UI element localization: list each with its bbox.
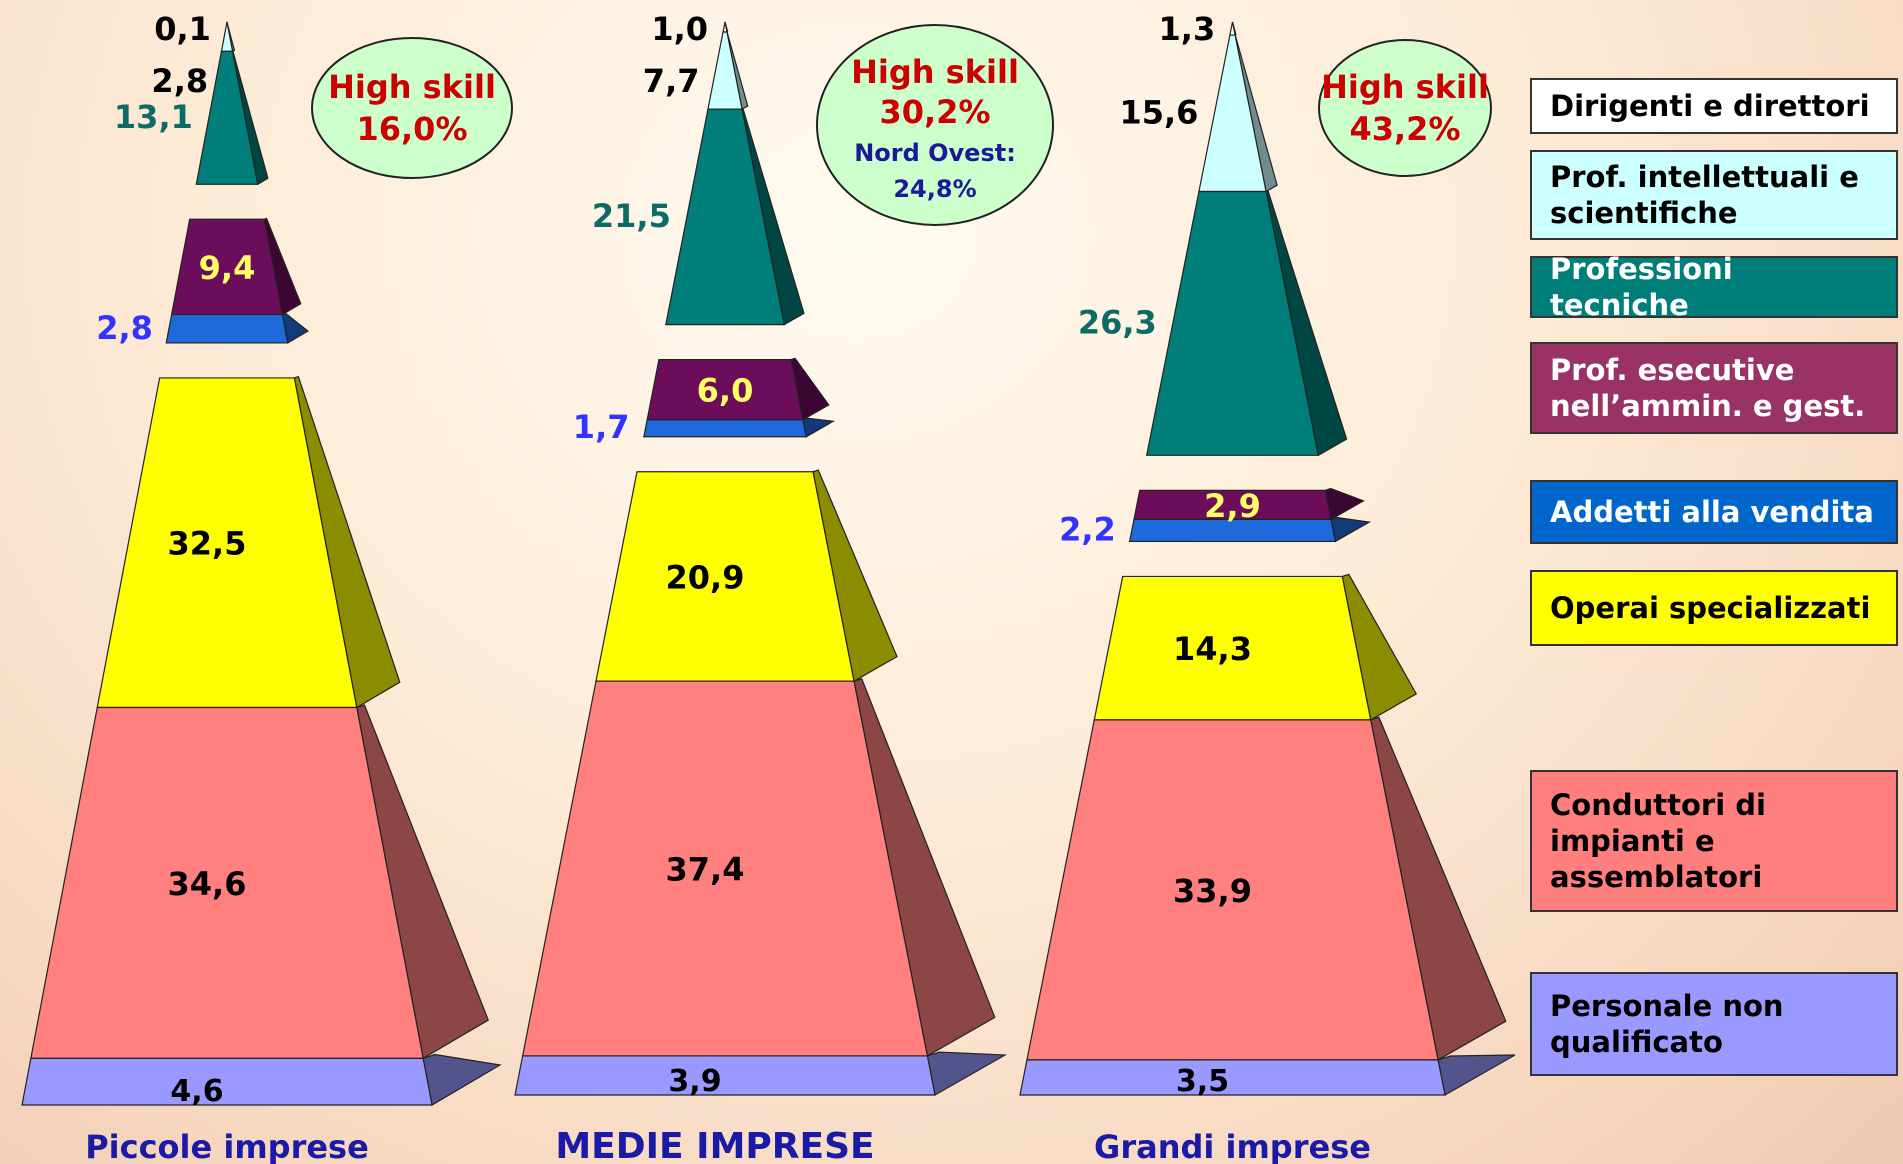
legend-label-line: Prof. intellettuali e: [1550, 160, 1859, 194]
value-label: 26,3: [1078, 303, 1157, 341]
high-skill-callout: [1318, 39, 1492, 177]
legend-label: Prof. esecutive nell’ammin. e gest.: [1550, 352, 1865, 424]
band-addetti-alla-vendita: [1128, 518, 1337, 543]
legend-label: Prof. intellettuali e scientifiche: [1550, 159, 1859, 231]
value-label: 3,5: [1176, 1064, 1229, 1099]
band-professioni-tecniche: [665, 108, 785, 326]
legend-label: Personale non qualificato: [1550, 988, 1784, 1060]
legend-label-line: impianti e: [1550, 824, 1715, 858]
legend-label: Dirigenti e direttori: [1550, 88, 1870, 124]
value-label: 4,6: [170, 1074, 223, 1109]
legend-label-line: Professioni tecniche: [1550, 252, 1733, 322]
legend-label-line: Conduttori di: [1550, 788, 1766, 822]
callout-title: High skill: [328, 68, 496, 106]
band-dirigenti-e-direttori: [722, 21, 728, 33]
legend-item: Professioni tecniche: [1530, 252, 1898, 322]
band-personale-non-qualificato: [514, 1055, 936, 1096]
legend-label-line: Personale non: [1550, 989, 1784, 1023]
legend-label-line: Dirigenti e direttori: [1550, 89, 1870, 123]
legend-label-line: qualificato: [1550, 1025, 1723, 1059]
legend-item: Personale non qualificato: [1530, 972, 1898, 1076]
value-label: 2,9: [1204, 487, 1261, 525]
value-label: 2,2: [1059, 510, 1116, 548]
pyramid-title: Grandi imprese: [1094, 1128, 1371, 1164]
band-addetti-alla-vendita: [165, 313, 289, 344]
band-side-personale-non-qualificato: [1437, 1054, 1516, 1096]
legend-label-line: nell’ammin. e gest.: [1550, 389, 1866, 423]
value-label: 21,5: [592, 197, 671, 235]
band-personale-non-qualificato: [1019, 1059, 1446, 1096]
pyramid-title: MEDIE IMPRESE: [555, 1126, 874, 1164]
value-label: 37,4: [666, 851, 745, 889]
high-skill-callout: [816, 24, 1054, 226]
value-label: 13,1: [114, 98, 193, 136]
band-side-personale-non-qualificato: [926, 1051, 1008, 1096]
value-label: 33,9: [1173, 872, 1252, 910]
band-side-addetti-alla-vendita: [802, 417, 836, 438]
pyramid-title: Piccole imprese: [85, 1128, 369, 1164]
value-label: 1,0: [651, 10, 708, 48]
callout-value: 16,0%: [356, 110, 467, 148]
value-label: 7,7: [643, 62, 700, 100]
band-side-prof-esecutive-nell-ammin-e-gest-: [1324, 487, 1365, 521]
legend-label-line: Operai specializzati: [1550, 591, 1871, 625]
value-label: 32,5: [168, 525, 247, 563]
legend-label: Professioni tecniche: [1550, 251, 1878, 323]
value-label: 15,6: [1119, 93, 1198, 131]
callout-note-label: Nord Ovest:: [854, 139, 1016, 167]
callout-value: 30,2%: [879, 93, 990, 131]
value-label: 0,1: [154, 10, 211, 48]
legend-label-line: Addetti alla vendita: [1550, 495, 1874, 529]
high-skill-callout: [311, 37, 513, 179]
value-label: 20,9: [666, 558, 745, 596]
value-label: 6,0: [697, 372, 754, 410]
pyramid-3: 1,3 15,6 26,3 2,9 2,2 14,3 33,9 3,5 Grandi impre…: [1019, 10, 1516, 1164]
value-label: 1,7: [573, 408, 630, 446]
legend-label-line: assemblatori: [1550, 860, 1763, 894]
band-side-addetti-alla-vendita: [1330, 516, 1372, 543]
legend-item: Prof. esecutive nell’ammin. e gest.: [1530, 342, 1898, 434]
legend-label-line: scientifiche: [1550, 196, 1738, 230]
callout-note-value: 24,8%: [893, 175, 976, 203]
value-label: 3,9: [668, 1064, 721, 1099]
legend-label: Conduttori di impianti e assemblatori: [1550, 787, 1766, 895]
legend-item: Prof. intellettuali e scientifiche: [1530, 150, 1898, 240]
value-label: 2,8: [96, 309, 153, 347]
band-addetti-alla-vendita: [643, 419, 807, 438]
callout-title: High skill: [1321, 68, 1489, 106]
callout-title: High skill: [851, 53, 1019, 91]
legend-item: Operai specializzati: [1530, 570, 1898, 646]
legend-label-line: Prof. esecutive: [1550, 353, 1795, 387]
value-label: 2,8: [151, 62, 208, 100]
band-dirigenti-e-direttori: [1229, 21, 1236, 36]
legend-item: Addetti alla vendita: [1530, 480, 1898, 544]
callout-value: 43,2%: [1349, 110, 1460, 148]
pyramid-2: 1,0 7,7 21,5 6,0 1,7 20,9 37,4 3,9 MEDIE IMPRESE…: [514, 10, 1054, 1164]
value-label: 1,3: [1159, 10, 1216, 48]
legend-item: Conduttori di impianti e assemblatori: [1530, 770, 1898, 912]
legend-item: Dirigenti e direttori: [1530, 78, 1898, 134]
band-professioni-tecniche: [195, 50, 259, 185]
band-personale-non-qualificato: [21, 1057, 433, 1106]
band-professioni-tecniche: [1145, 190, 1320, 456]
legend-label: Addetti alla vendita: [1550, 494, 1874, 530]
legend-label: Operai specializzati: [1550, 590, 1870, 626]
value-label: 34,6: [168, 865, 247, 903]
band-side-personale-non-qualificato: [422, 1053, 502, 1106]
value-label: 9,4: [199, 249, 256, 287]
value-label: 14,3: [1173, 630, 1252, 668]
